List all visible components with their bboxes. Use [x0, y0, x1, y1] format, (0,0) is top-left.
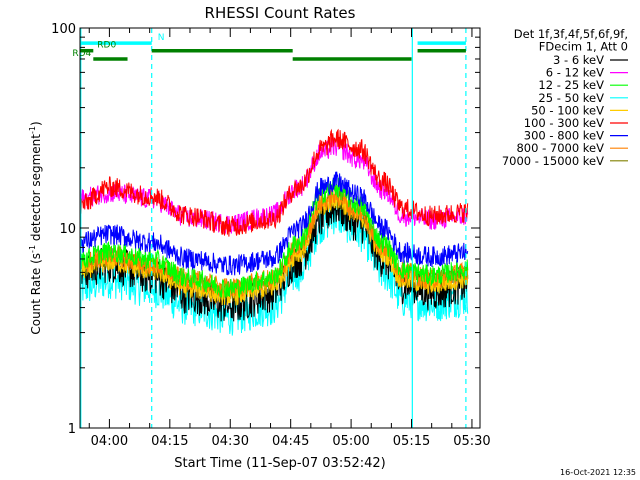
- x-tick-label: 05:30: [453, 434, 490, 449]
- series-line-5: [79, 128, 469, 237]
- x-tick-label: 04:00: [91, 434, 128, 449]
- legend-label: 800 - 7000 keV: [516, 141, 604, 155]
- y-tick-label: 100: [51, 22, 76, 37]
- x-tick-label: 04:30: [212, 434, 249, 449]
- y-tick-label: 1: [68, 422, 76, 437]
- x-tick-label: 05:15: [393, 434, 430, 449]
- flag-label-n: N: [158, 33, 165, 43]
- legend-label: 7000 - 15000 keV: [502, 154, 604, 168]
- x-axis-label: Start Time (11-Sep-07 03:52:42): [174, 456, 385, 471]
- chart-title: RHESSI Count Rates: [205, 4, 356, 22]
- x-tick-label: 04:15: [151, 434, 188, 449]
- y-tick-label: 10: [59, 222, 76, 237]
- series-line-7: [80, 183, 469, 298]
- legend-label: 12 - 25 keV: [538, 78, 604, 92]
- x-tick-label: 04:45: [272, 434, 309, 449]
- axis-layer: 1 10 100 04:00 04:15 04:30 04:45 05:00 05:15 05:3…: [51, 22, 491, 449]
- legend-label: 6 - 12 keV: [546, 66, 604, 80]
- timestamp: 16-Oct-2021 12:35: [560, 468, 636, 477]
- flag-label-rd4: RD4: [72, 49, 91, 59]
- legend-label: 3 - 6 keV: [553, 53, 604, 67]
- legend-label: 100 - 300 keV: [524, 116, 604, 130]
- legend: Det 1f,3f,4f,5f,6f,9f,FDecim 1, Att 03 -…: [502, 27, 628, 168]
- legend-header: FDecim 1, Att 0: [539, 40, 628, 54]
- legend-label: 300 - 800 keV: [524, 129, 604, 143]
- y-axis-label: Count Rate (s-1 detector segment-1): [28, 121, 43, 334]
- series-line-6: [79, 171, 469, 276]
- flag-label-rd0: RD0: [97, 41, 116, 51]
- legend-header: Det 1f,3f,4f,5f,6f,9f,: [514, 27, 628, 41]
- x-tick-label: 05:00: [332, 434, 369, 449]
- legend-label: 25 - 50 keV: [538, 91, 604, 105]
- series-line-3: [79, 202, 469, 336]
- series-line-2: [79, 177, 469, 299]
- legend-label: 50 - 100 keV: [531, 103, 604, 117]
